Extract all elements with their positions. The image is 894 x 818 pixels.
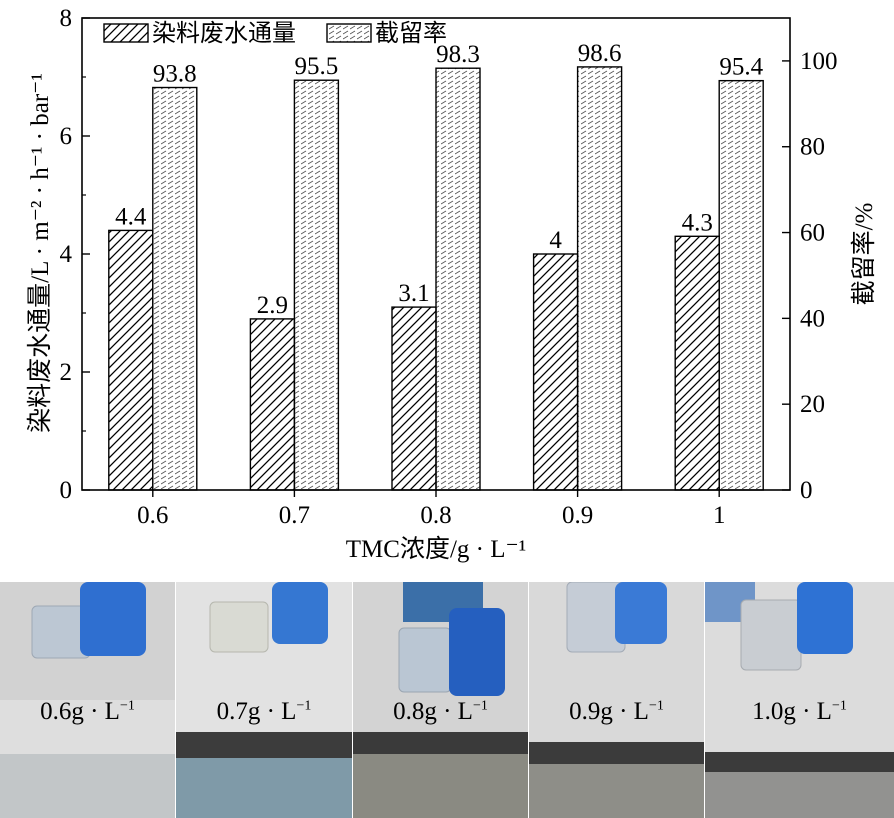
bar-labels-layer: 4.4 93.8 2.9 95.5 3.1 98.3 4 98.6 4.3 95.4 [115,40,763,319]
photo-panel: 0.7g · L−1 [176,582,352,818]
y-left-tick-label: 8 [60,5,73,32]
y-right-tick-label: 100 [800,48,838,75]
bar-label-rejection: 93.8 [153,61,197,88]
sample-photo [0,582,175,818]
bar-label-rejection: 98.3 [436,41,480,68]
photo-label: 0.6g · L−1 [40,698,135,725]
bar-flux [674,235,720,491]
bars-layer [108,66,764,491]
y-left-tick-label: 4 [60,241,73,268]
bar-rejection [152,86,198,491]
bar-label-rejection: 95.4 [719,54,763,81]
y-right-axis-title: 截留率/% [850,203,878,306]
bar-rejection [718,79,764,491]
y-right-tick-label: 80 [800,134,825,161]
bar-flux [108,229,154,491]
x-tick-label: 0.6 [137,502,168,529]
photo-panel: 0.6g · L−1 [0,582,175,818]
bar-label-flux: 3.1 [398,280,429,307]
photo-panel: 1.0g · L−1 [705,582,894,818]
y-left-tick-label: 0 [60,477,73,504]
x-axis-title: TMC浓度/g · L⁻¹ [346,535,526,563]
y-left-tick-label: 2 [60,359,73,386]
photo-strip: 0.6g · L−1 0.7g · L−1 0.8g · L−1 [0,582,894,818]
bar-rejection [435,67,481,491]
sample-photo [353,582,528,818]
y-right-tick-label: 60 [800,220,825,247]
bar-label-flux: 4 [549,227,562,254]
y-left-tick-label: 6 [60,123,73,150]
bar-chart: 4.4 93.8 2.9 95.5 3.1 98.3 4 98.6 4.3 95.4 0.6 0.7… [26,5,878,563]
bar-label-rejection: 95.5 [295,53,339,80]
photo-label: 0.7g · L−1 [216,698,312,725]
photo-panel: 0.9g · L−1 [529,582,704,818]
bar-label-flux: 4.4 [115,203,147,230]
x-tick-label: 0.8 [420,502,451,529]
bar-label-flux: 2.9 [257,292,288,319]
photo-label: 1.0g · L−1 [752,698,847,725]
sample-photo [529,582,704,818]
bar-rejection [293,79,340,491]
sample-photo [705,582,894,818]
bar-label-rejection: 98.6 [578,40,622,67]
bar-rejection [576,66,623,491]
bar-flux [391,306,437,491]
photo-label: 0.9g · L−1 [569,698,664,725]
y-left-axis-title: 染料废水通量/L · m⁻² · h⁻¹ · bar⁻¹ [26,73,54,433]
sample-photo [176,582,352,818]
legend-label-rejection: 截留率 [375,20,447,47]
bar-label-flux: 4.3 [682,209,713,236]
photo-label: 0.8g · L−1 [393,698,488,725]
legend: 染料废水通量 截留率 [103,20,447,47]
x-tick-label: 0.9 [562,502,593,529]
x-tick-label: 1 [713,502,726,529]
bar-flux [249,318,296,491]
legend-label-flux: 染料废水通量 [152,20,296,47]
legend-swatch-rejection [326,23,372,43]
legend-swatch-flux [103,23,149,43]
x-tick-label: 0.7 [279,502,310,529]
y-right-tick-label: 0 [800,477,813,504]
photo-panel: 0.8g · L−1 [353,582,528,818]
y-right-tick-label: 40 [800,305,825,332]
y-right-tick-label: 20 [800,391,825,418]
bar-flux [532,253,579,491]
